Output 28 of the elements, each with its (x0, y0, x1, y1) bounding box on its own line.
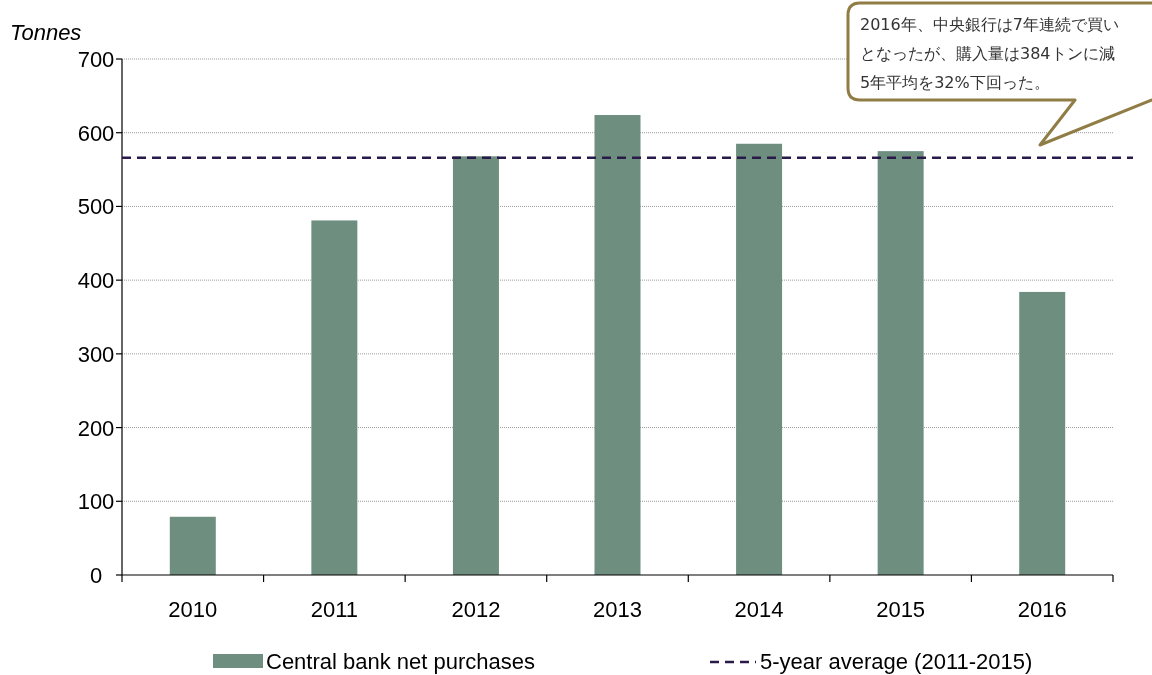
bar (877, 151, 924, 575)
bar (736, 143, 783, 575)
x-tick-label: 2012 (451, 597, 501, 622)
x-tick-label: 2016 (1017, 597, 1067, 622)
y-axis-title: Tonnes (10, 20, 82, 45)
y-tick-label: 300 (77, 341, 115, 367)
x-tick-label: 2015 (876, 597, 926, 622)
y-tick-label: 100 (77, 489, 115, 515)
y-tick-label: 0 (89, 563, 103, 588)
x-tick-label: 2013 (593, 597, 642, 622)
text: 2016年、中央銀行は7年連続で買い (860, 15, 1119, 34)
y-tick-label: 500 (77, 194, 115, 220)
annotation: 5年平均を32%下回った。 (860, 73, 1050, 92)
bar (594, 115, 641, 575)
y-tick-label: 600 (77, 120, 115, 146)
bar (1019, 291, 1066, 575)
y-tick-label: 400 (77, 268, 115, 294)
y-tick-label: 200 (77, 415, 115, 441)
x-tick-label: 2014 (734, 597, 784, 622)
legend-label: Central bank net purchases (266, 649, 536, 674)
bar (311, 220, 358, 575)
y-tick-label: 700 (77, 47, 115, 72)
bar (169, 516, 216, 575)
bar (452, 156, 499, 575)
x-tick-label: 2011 (310, 597, 359, 622)
legend-label: 5-year average (2011-2015) (760, 649, 1033, 674)
annotation: となったが、購入量は384トンに減 (860, 44, 1115, 63)
x-tick-label: 2010 (168, 597, 218, 622)
